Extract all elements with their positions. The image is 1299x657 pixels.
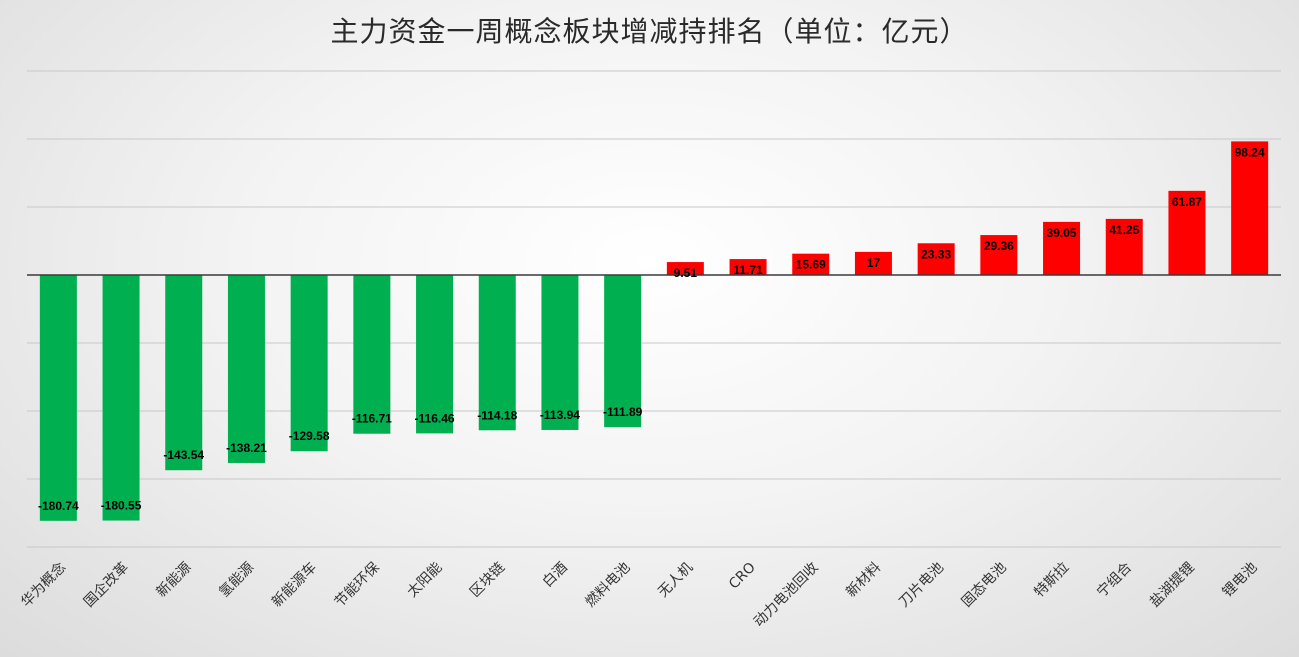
data-label: 29.36: [984, 239, 1014, 253]
data-label: -180.55: [101, 499, 142, 513]
bar: [290, 275, 328, 452]
chart-title: 主力资金一周概念板块增减持排名（单位：亿元）: [330, 15, 969, 48]
bar: [666, 262, 704, 275]
bar: [854, 251, 892, 275]
category-label: 太阳能: [404, 560, 445, 601]
data-label: 23.33: [921, 247, 951, 261]
bar: [39, 275, 77, 521]
category-label: 刀片电池: [896, 560, 947, 611]
category-label: 宁组合: [1093, 559, 1135, 601]
category-label: CRO: [726, 560, 759, 593]
category-label: 燃料电池: [582, 559, 634, 611]
data-label: 61.87: [1172, 195, 1202, 209]
data-label: -180.74: [38, 499, 79, 513]
data-label: 11.71: [733, 263, 763, 277]
data-label: -143.54: [163, 448, 204, 462]
data-label: 15.69: [796, 258, 826, 272]
category-label: 动力电池回收: [751, 560, 822, 631]
data-label: -113.94: [540, 408, 580, 422]
data-label: -114.18: [477, 408, 517, 422]
bar: [416, 275, 454, 434]
data-label: 98.24: [1235, 145, 1265, 159]
data-label: 41.25: [1109, 223, 1139, 237]
bar: [165, 275, 203, 471]
data-label: -116.46: [415, 411, 455, 425]
category-label: 白酒: [540, 560, 571, 591]
data-label: 17: [867, 256, 881, 270]
bar: [102, 275, 140, 521]
category-label: 盐湖提锂: [1147, 560, 1198, 611]
category-label: 新材料: [843, 560, 884, 601]
category-label: 新能源: [154, 560, 195, 601]
bar: [227, 275, 265, 463]
category-label: 氢能源: [216, 560, 257, 601]
bar: [1105, 218, 1143, 275]
data-label: 39.05: [1047, 226, 1077, 240]
bar: [1231, 141, 1269, 275]
bar: [1043, 221, 1081, 275]
data-label: -111.89: [603, 405, 643, 419]
bar: [729, 259, 767, 275]
category-label: 固态电池: [959, 560, 1010, 611]
bar: [541, 275, 579, 430]
category-label: 国企改革: [80, 559, 132, 611]
bar: [353, 275, 391, 434]
category-label: 新能源车: [268, 559, 320, 611]
category-label: 锂电池: [1219, 560, 1260, 601]
category-label: 节能环保: [332, 560, 383, 611]
bar: [917, 243, 955, 275]
bar: [1168, 190, 1206, 275]
data-label: -138.21: [226, 441, 267, 455]
bar: [604, 275, 642, 428]
category-label: 特斯拉: [1031, 560, 1072, 601]
category-label: 区块链: [467, 560, 508, 601]
category-label: 华为概念: [18, 559, 70, 611]
bar: [980, 235, 1018, 275]
bar: [478, 275, 516, 431]
data-label: -129.58: [289, 429, 330, 443]
bar: [792, 253, 830, 275]
data-label: -116.71: [352, 412, 392, 426]
data-label: 9.51: [674, 266, 698, 280]
category-label: 无人机: [655, 560, 696, 601]
